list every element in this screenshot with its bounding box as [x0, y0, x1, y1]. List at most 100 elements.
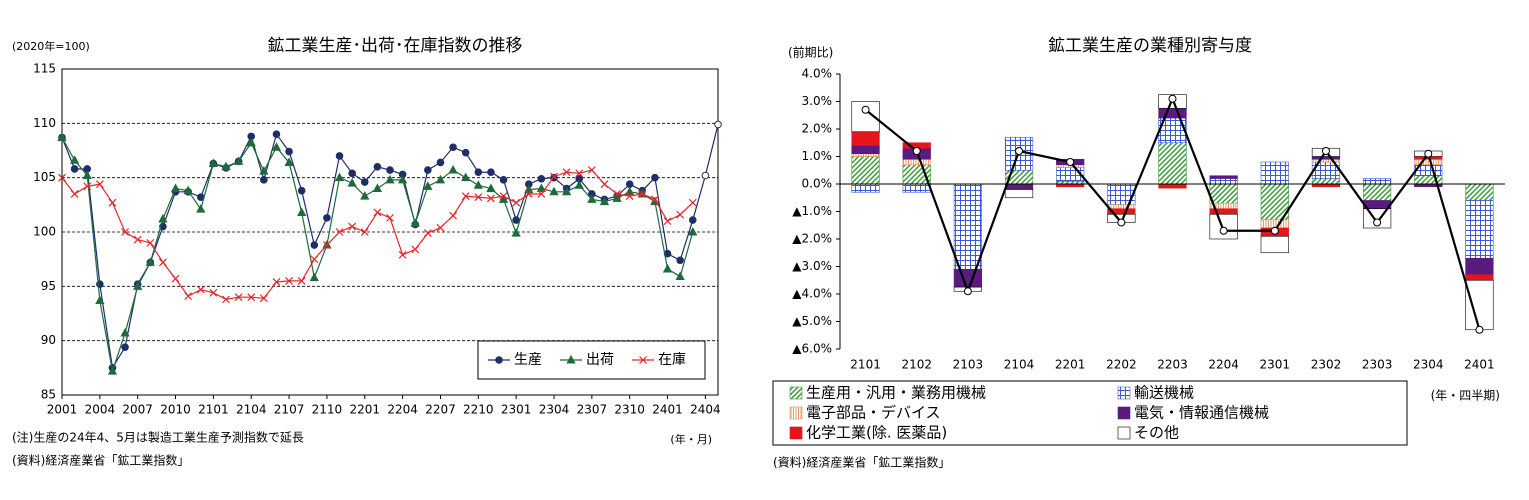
bar-segment	[1465, 279, 1494, 331]
point	[410, 218, 420, 227]
point	[183, 185, 193, 195]
point	[108, 198, 117, 207]
bar-segment	[1158, 183, 1187, 189]
point	[701, 171, 710, 180]
y-tick-label: 3.0%	[802, 94, 833, 108]
point	[448, 165, 458, 174]
bar-segment	[1311, 158, 1341, 163]
point	[246, 137, 256, 147]
point	[120, 328, 130, 337]
point	[158, 258, 167, 267]
point	[309, 272, 319, 282]
point	[57, 132, 67, 141]
bar-segment	[851, 153, 880, 157]
point	[285, 147, 293, 156]
point	[688, 216, 697, 224]
point	[272, 130, 281, 138]
x-tick-label: 2304	[539, 403, 570, 417]
total-point	[1373, 218, 1382, 227]
total-point	[861, 105, 870, 114]
point	[335, 152, 344, 160]
point	[208, 158, 219, 168]
x-tick-label: 2101	[850, 358, 881, 372]
point	[495, 356, 503, 364]
point	[561, 186, 572, 196]
total-point	[1168, 94, 1177, 103]
bar-segment	[1158, 108, 1187, 119]
point	[334, 172, 345, 182]
point	[95, 180, 104, 189]
x-tick-label: 2404	[690, 403, 721, 417]
point	[360, 228, 369, 236]
point	[574, 180, 584, 189]
series-line	[61, 137, 694, 372]
point	[474, 193, 483, 202]
x-tick-label: 2104	[236, 403, 267, 417]
x-tick-label: 2110	[312, 403, 343, 417]
point	[272, 278, 281, 286]
point	[70, 165, 79, 173]
bar-segment	[902, 183, 931, 193]
point	[651, 173, 659, 182]
bar-segment	[1465, 183, 1494, 201]
total-point	[1475, 325, 1484, 334]
point	[562, 168, 571, 177]
point	[297, 276, 306, 285]
y-tick-label: ▲5.0%	[792, 314, 832, 328]
point	[436, 158, 445, 167]
point	[386, 166, 394, 174]
point	[676, 256, 684, 265]
point	[625, 192, 634, 201]
y-tick-label: 1.0%	[802, 149, 833, 163]
bar-segment	[851, 156, 880, 185]
plot-frame	[61, 68, 719, 396]
bar-segment	[1260, 183, 1289, 221]
bar-segment	[851, 145, 880, 155]
point	[397, 174, 408, 184]
point	[133, 235, 142, 244]
point	[196, 204, 206, 213]
total-point	[1270, 226, 1279, 235]
point	[612, 193, 622, 202]
legend-label: 生産用・汎用・業務用機械	[806, 384, 986, 402]
legend-label: 在庫	[658, 351, 686, 368]
x-unit: (年・四半期)	[1431, 389, 1500, 403]
bar-segment	[1004, 183, 1034, 190]
point	[511, 228, 521, 237]
point	[424, 166, 432, 174]
point	[435, 174, 446, 184]
point	[474, 168, 483, 177]
point	[688, 198, 697, 207]
y-tick-label: 4.0%	[802, 67, 833, 81]
point	[310, 255, 319, 264]
y-tick-label: 115	[33, 62, 56, 76]
point	[234, 293, 243, 302]
x-tick-label: 2207	[425, 403, 456, 417]
bar-segment	[851, 183, 880, 193]
point	[566, 354, 576, 364]
point	[449, 143, 457, 152]
point	[625, 180, 634, 188]
x-tick-label: 2204	[1208, 358, 1239, 372]
point	[575, 169, 584, 178]
point	[498, 194, 509, 203]
point	[436, 223, 445, 232]
point	[69, 155, 80, 164]
point	[461, 172, 471, 182]
legend-swatch	[789, 426, 803, 440]
bar-segment	[1260, 235, 1289, 254]
chart-title: 鉱工業生産の業種別寄与度	[1048, 36, 1252, 56]
point	[549, 186, 559, 196]
point	[714, 120, 722, 129]
legend-label: 輸送機械	[1134, 384, 1194, 402]
y-tick-label: 110	[33, 116, 56, 130]
point	[323, 214, 331, 222]
total-point	[963, 287, 972, 296]
point	[347, 178, 357, 187]
x-tick-label: 2303	[1362, 358, 1393, 372]
y-tick-label: ▲6.0%	[792, 342, 832, 356]
x-tick-label: 2401	[652, 403, 683, 417]
legend-swatch	[789, 406, 803, 420]
point	[133, 281, 143, 290]
